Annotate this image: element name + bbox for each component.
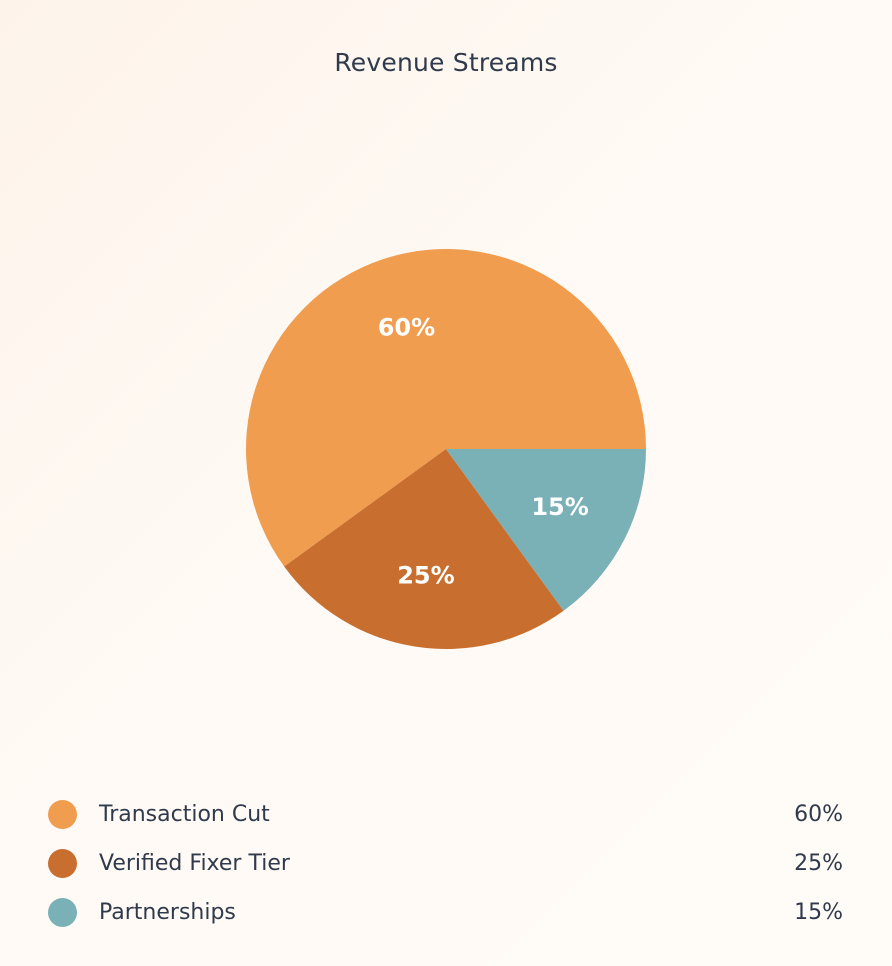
legend-swatch	[48, 849, 77, 878]
pie-slice-label-transaction-cut: 60%	[378, 313, 435, 341]
pie-slice-partnerships	[446, 449, 646, 611]
legend-item-transaction-cut: Transaction Cut 60%	[48, 790, 843, 839]
legend-swatch	[48, 898, 77, 927]
legend-label: Partnerships	[99, 900, 236, 925]
pie-slice-label-partnerships: 15%	[531, 493, 588, 521]
legend-item-partnerships: Partnerships 15%	[48, 888, 843, 937]
legend-label: Transaction Cut	[99, 802, 270, 827]
chart-title: Revenue Streams	[334, 48, 558, 77]
pie-slice-transaction-cut	[246, 249, 646, 567]
pie-slice-verified-fixer-tier	[284, 449, 564, 649]
legend-value: 60%	[794, 802, 843, 827]
legend-value: 15%	[794, 900, 843, 925]
legend-item-verified-fixer-tier: Verified Fixer Tier 25%	[48, 839, 843, 888]
legend: Transaction Cut 60% Verified Fixer Tier …	[48, 790, 843, 937]
legend-value: 25%	[794, 851, 843, 876]
legend-label: Verified Fixer Tier	[99, 851, 290, 876]
pie-slice-label-verified-fixer-tier: 25%	[397, 561, 454, 589]
legend-swatch	[48, 800, 77, 829]
pie-chart: 60% 25% 15%	[246, 249, 646, 649]
